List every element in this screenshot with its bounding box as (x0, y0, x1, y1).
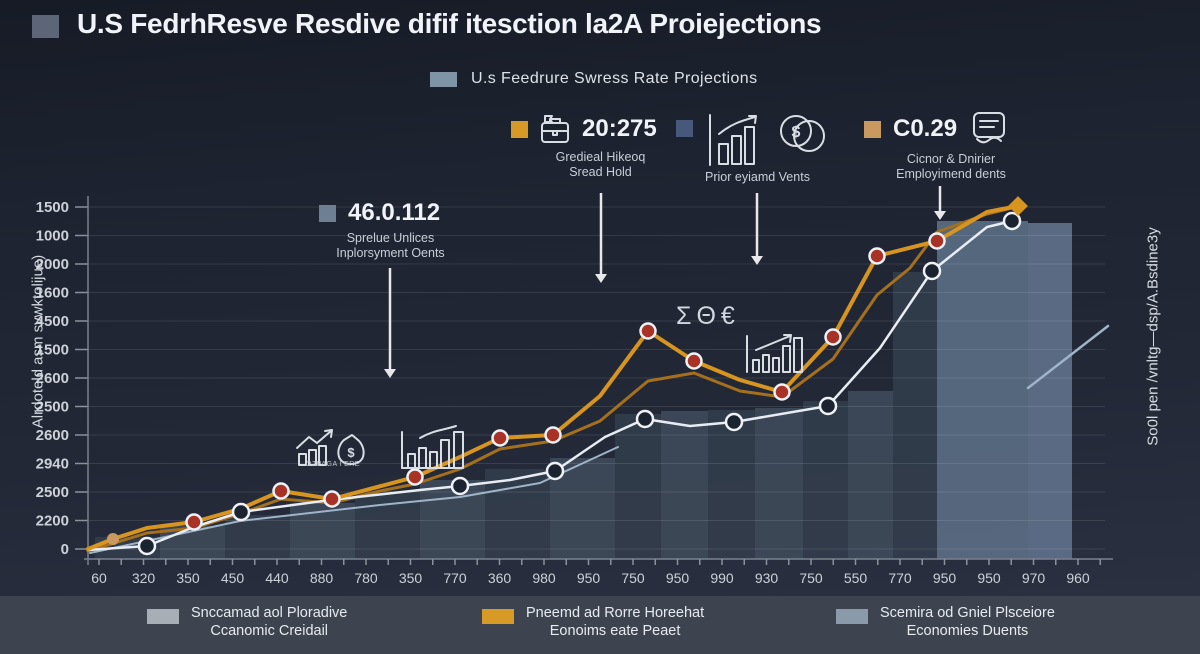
svg-text:550: 550 (844, 570, 868, 586)
svg-text:2600: 2600 (36, 427, 69, 444)
svg-text:$: $ (792, 124, 801, 141)
legend-2-line1: Pneemd ad Rorre Horeehat (526, 605, 705, 621)
svg-text:2500: 2500 (36, 484, 69, 501)
svg-text:950: 950 (933, 570, 957, 586)
svg-text:60: 60 (91, 570, 107, 586)
annotation-employment-swatch (864, 120, 881, 138)
annotation-hikes: 20:275 Gredieal Hikeoq Sread Hold (503, 112, 698, 180)
annotation-prior-events: $ Prior eyiamd Vents (670, 112, 845, 185)
legend-1-line2: Ccanomic Creidail (210, 622, 329, 639)
annotation-prior-caption: Prior eyiamd Vents (705, 170, 810, 184)
annotation-employment: C0.29 Cicnor & Dnirier Employimend dents (856, 110, 1046, 182)
coins-icon: $ (780, 115, 825, 152)
svg-text:950: 950 (666, 570, 690, 586)
legend-2-line2: Eonoims eate Peaet (549, 622, 681, 639)
svg-text:970: 970 (1022, 570, 1046, 586)
svg-text:2000: 2000 (36, 256, 69, 273)
subtitle-block: U.s Feedrure Swress Rate Projections (430, 70, 758, 88)
svg-text:770: 770 (888, 570, 912, 586)
svg-text:1500: 1500 (36, 199, 69, 216)
annotation-spread: 46.0.112 Sprelue Unlices Inplorsyment Oe… (303, 199, 478, 261)
bar-chart-arrow-icon (709, 114, 757, 166)
svg-text:450: 450 (221, 570, 245, 586)
svg-text:960: 960 (1066, 570, 1090, 586)
right-side-label: So0l pen /vnltg—dsp/A.Bsdine3y (1144, 227, 1162, 446)
svg-text:2940: 2940 (36, 456, 69, 473)
money-bag-chart-icon: $ (296, 429, 365, 466)
svg-text:980: 980 (532, 570, 556, 586)
legend-swatch-gray (147, 609, 179, 624)
svg-text:1000: 1000 (36, 228, 69, 245)
svg-text:$: $ (347, 445, 355, 460)
svg-text:320: 320 (132, 570, 156, 586)
title-block: U.S FedrhResve Resdive difif itesction l… (32, 8, 822, 40)
svg-text:880: 880 (310, 570, 334, 586)
annotation-spread-value: 46.0.112 (348, 199, 441, 226)
title-swatch (32, 15, 59, 38)
legend-strip: Snccamad aol Ploradive Ccanomic Creidail… (0, 596, 1200, 654)
svg-text:2600: 2600 (36, 370, 69, 387)
legend-swatch-blue (836, 609, 868, 624)
subtitle-swatch (430, 71, 457, 87)
svg-text:750: 750 (799, 570, 823, 586)
annotation-hikes-value: 20:275 (582, 115, 657, 142)
annotation-employment-caption1: Cicnor & Dnirier (906, 152, 996, 166)
legend-swatch-orange (482, 609, 514, 624)
svg-text:950: 950 (977, 570, 1001, 586)
svg-text:2500: 2500 (36, 399, 69, 416)
legend-3-line1: Scemira od Gniel Plsceiore (880, 605, 1055, 621)
svg-text:950: 950 (577, 570, 601, 586)
annotation-spread-caption1: Sprelue Unlices (346, 231, 435, 245)
annotation-hikes-caption1: Gredieal Hikeoq (555, 150, 646, 164)
chart-dollar-icon (401, 425, 464, 469)
legend-item-scenario-1: Snccamad aol Ploradive Ccanomic Creidail (147, 605, 347, 640)
annotation-hikes-swatch (511, 120, 528, 138)
annotation-spread-swatch (319, 204, 336, 222)
growth-chart-icon (746, 334, 803, 373)
chart-subtitle: U.s Feedrure Swress Rate Projections (471, 70, 758, 87)
document-icon (973, 112, 1006, 144)
svg-text:350: 350 (399, 570, 423, 586)
legend-item-scenario-2: Pneemd ad Rorre Horeehat Eonoims eate Pe… (482, 605, 704, 640)
svg-text:2200: 2200 (36, 513, 69, 530)
annotation-employment-value: C0.29 (893, 115, 958, 142)
legend-1-line1: Snccamad aol Ploradive (191, 605, 348, 621)
svg-text:770: 770 (443, 570, 467, 586)
svg-text:930: 930 (755, 570, 779, 586)
briefcase-icon (541, 115, 569, 143)
money-bag-caption: OZPAGA ΓERE (306, 461, 360, 468)
svg-text:780: 780 (354, 570, 378, 586)
annotation-employment-caption2: Employimend dents (896, 167, 1006, 181)
svg-text:360: 360 (488, 570, 512, 586)
coin-glyphs: ΣΘ€ (676, 302, 740, 330)
svg-text:440: 440 (265, 570, 289, 586)
svg-text:4500: 4500 (36, 313, 69, 330)
annotation-spread-caption2: Inplorsyment Oents (336, 246, 445, 260)
annotation-hikes-caption2: Sread Hold (569, 165, 632, 179)
svg-text:1500: 1500 (36, 342, 69, 359)
svg-text:0: 0 (61, 541, 69, 558)
page-title: U.S FedrhResve Resdive difif itesction l… (77, 8, 822, 39)
svg-text:350: 350 (176, 570, 200, 586)
svg-text:1600: 1600 (36, 285, 69, 302)
legend-3-line2: Economies Duents (906, 622, 1029, 639)
svg-text:990: 990 (710, 570, 734, 586)
y-axis-title: Alrdoteld asm svwktolijue) (29, 254, 47, 429)
legend-item-scenario-3: Scemira od Gniel Plsceiore Economies Due… (836, 605, 1055, 640)
svg-text:750: 750 (621, 570, 645, 586)
annotation-prior-swatch (676, 120, 693, 137)
